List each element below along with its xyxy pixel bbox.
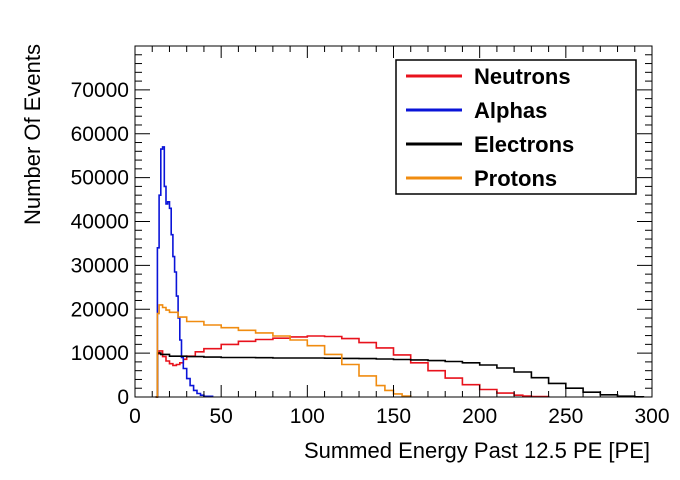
legend-label-electrons: Electrons [474,132,574,157]
x-tick-label: 200 [462,405,497,428]
axis-ticks [134,46,653,398]
x-tick-label: 100 [290,405,325,428]
y-tick-label: 30000 [71,254,129,277]
y-tick-label: 40000 [71,211,129,234]
x-tick-label: 50 [209,405,232,428]
legend: Neutrons Alphas Electrons Protons [395,59,637,195]
series-line-alphas [155,146,214,398]
legend-box [395,59,637,195]
y-tick-label: 20000 [71,298,129,321]
series-line-protons [155,304,412,398]
series-line-electrons [155,352,645,398]
y-tick-label: 50000 [71,167,129,190]
y-tick-label: 60000 [71,123,129,146]
y-axis-title: Number Of Events [20,44,45,225]
x-axis-title: Summed Energy Past 12.5 PE [PE] [304,438,650,463]
legend-label-alphas: Alphas [474,98,547,123]
legend-label-neutrons: Neutrons [474,64,571,89]
y-tick-label: 70000 [71,79,129,102]
y-tick-label: 10000 [71,342,129,365]
x-tick-label: 300 [634,405,669,428]
y-tick-label: 0 [117,386,129,409]
x-tick-label: 0 [129,405,141,428]
x-tick-label: 250 [548,405,583,428]
legend-label-protons: Protons [474,166,557,191]
x-tick-label: 150 [376,405,411,428]
axis-tick-labels: 0 50 100 150 200 250 300 0 10000 20000 30000 40000 5… [71,79,670,428]
series-layer [155,146,645,398]
